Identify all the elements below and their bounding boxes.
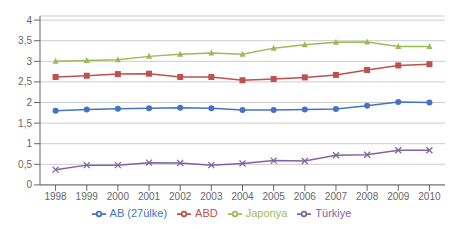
svg-text:2000: 2000	[107, 191, 130, 202]
svg-text:2001: 2001	[138, 191, 161, 202]
svg-text:0,5: 0,5	[18, 159, 32, 170]
svg-text:2008: 2008	[356, 191, 379, 202]
svg-text:1999: 1999	[76, 191, 99, 202]
svg-text:2,5: 2,5	[18, 76, 32, 87]
svg-text:4: 4	[26, 15, 32, 26]
svg-text:1: 1	[26, 138, 32, 149]
svg-text:2009: 2009	[387, 191, 410, 202]
svg-text:2: 2	[26, 97, 32, 108]
svg-text:2007: 2007	[325, 191, 348, 202]
svg-text:2010: 2010	[418, 191, 441, 202]
svg-text:2005: 2005	[263, 191, 286, 202]
svg-text:2006: 2006	[294, 191, 317, 202]
svg-text:1998: 1998	[44, 191, 67, 202]
svg-text:2003: 2003	[200, 191, 223, 202]
svg-text:2002: 2002	[169, 191, 192, 202]
svg-text:0: 0	[26, 179, 32, 190]
svg-text:1,5: 1,5	[18, 118, 32, 129]
html-text:Türkiye: Türkiye	[315, 206, 352, 219]
svg-text:2004: 2004	[231, 191, 254, 202]
svg-text:3: 3	[26, 56, 32, 67]
html-text:AB (27ülke): AB (27ülke)	[109, 206, 168, 219]
html-text:ABD: ABD	[195, 206, 218, 219]
svg-text:3,5: 3,5	[18, 35, 32, 46]
html-text:Japonya: Japonya	[245, 206, 288, 219]
